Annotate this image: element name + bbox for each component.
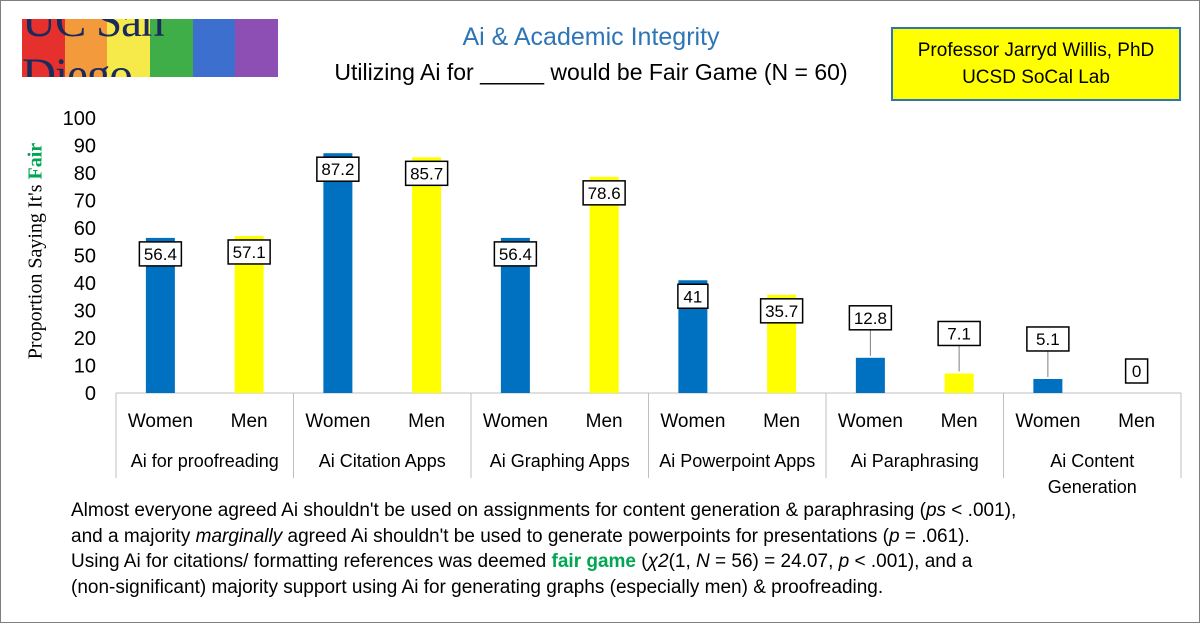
bar: [412, 157, 442, 393]
series-label: Men: [1118, 411, 1155, 432]
note-line-2-a: and a majority: [71, 525, 196, 547]
series-label: Women: [128, 411, 193, 432]
series-label: Men: [408, 411, 445, 432]
series-label: Men: [231, 411, 268, 432]
y-tick-label: 10: [74, 356, 96, 378]
note-line-2-marginally: marginally: [195, 525, 283, 547]
data-label-box: [937, 320, 981, 347]
note-line-4: (non-significant) majority support using…: [71, 575, 1191, 601]
y-tick-label: 20: [74, 328, 96, 350]
uc-san-diego-logo: UC San Diego: [22, 19, 278, 77]
note-line-1: Almost everyone agreed Ai shouldn't be u…: [71, 498, 1191, 524]
data-label-box: [1026, 326, 1070, 352]
category-label: Ai Content: [1050, 451, 1134, 471]
note-line-3-fair-game: fair game: [551, 551, 636, 572]
bar: [1033, 378, 1063, 393]
y-tick-label: 60: [74, 218, 96, 240]
note-line-2-p: p: [888, 525, 900, 547]
data-label-box: [1124, 358, 1149, 384]
data-label-box: [227, 239, 271, 265]
data-label-box: [138, 241, 183, 267]
note-line-1-a: Almost everyone agreed Ai shouldn't be u…: [71, 500, 926, 521]
data-label-box: [677, 283, 709, 309]
data-label-box: [404, 160, 449, 187]
data-label: 56.4: [499, 245, 532, 264]
note-line-2: and a majority marginally agreed Ai shou…: [71, 524, 1191, 550]
data-label: 41: [683, 287, 702, 306]
data-label: 0: [1132, 362, 1141, 381]
data-label: 57.1: [233, 243, 266, 262]
data-label-box: [582, 180, 626, 206]
author-name: Professor Jarryd Willis, PhD: [917, 40, 1155, 61]
data-label: 56.4: [144, 245, 177, 264]
note-line-3-a: Using Ai for citations/ formatting refer…: [71, 551, 552, 572]
data-label: 12.8: [854, 309, 887, 328]
note-line-3-chi: χ2: [647, 551, 669, 572]
category-label: Generation: [1048, 477, 1137, 497]
bar: [944, 373, 974, 393]
data-label-box: [493, 241, 538, 267]
data-label: 7.1: [947, 324, 971, 343]
note-line-3-n: N: [696, 551, 710, 572]
y-tick-label: 0: [85, 383, 96, 405]
series-label: Women: [1015, 411, 1080, 432]
category-label: Ai for proofreading: [131, 451, 279, 471]
bar-chart: 0 10 20 30 40 50 60 70 80 90 100 56.4 Women 87.2 Women…: [63, 108, 1182, 497]
category-label: Ai Graphing Apps: [490, 451, 630, 471]
data-label: 85.7: [410, 164, 443, 183]
category-label: Ai Citation Apps: [319, 451, 446, 471]
series-label: Women: [483, 411, 548, 432]
series-label: Women: [660, 411, 725, 432]
series-label: Men: [586, 411, 623, 432]
y-tick-label: 100: [63, 108, 96, 130]
note-line-3-b: (: [636, 551, 648, 572]
bar: [323, 153, 353, 393]
note-line-3-c: (1,: [668, 551, 697, 572]
note-line-1-b: < .001),: [946, 500, 1017, 521]
data-label-box: [848, 305, 893, 331]
series-label: Men: [763, 411, 800, 432]
y-tick-label: 90: [74, 136, 96, 158]
bar: [855, 357, 885, 393]
y-tick-label: 30: [74, 301, 96, 323]
series-label: Men: [941, 411, 978, 432]
author-lab: UCSD SoCal Lab: [962, 67, 1110, 88]
note-line-4-text: (non-significant) majority support using…: [71, 576, 884, 598]
note-line-2-c: = .061).: [899, 525, 970, 547]
note-line-3: Using Ai for citations/ formatting refer…: [71, 549, 1191, 575]
logo-text: UC San Diego: [22, 19, 165, 77]
chart-title: Ai & Academic Integrity: [462, 23, 720, 51]
note-line-3-e: < .001), and a: [849, 551, 973, 572]
y-tick-label: 80: [74, 163, 96, 185]
category-label: Ai Paraphrasing: [851, 451, 979, 471]
chart-subtitle: Utilizing Ai for _____ would be Fair Gam…: [334, 59, 848, 85]
data-label-box: [316, 156, 360, 182]
author-box: Professor Jarryd Willis, PhD UCSD SoCal …: [891, 27, 1181, 101]
note-line-3-p: p: [838, 551, 850, 572]
y-tick-label: 50: [74, 246, 96, 268]
note-line-1-ps: ps: [925, 500, 947, 521]
note-line-2-b: agreed Ai shouldn't be used to generate …: [282, 525, 889, 547]
data-label: 87.2: [321, 160, 354, 179]
note-line-3-d: = 56) = 24.07,: [709, 551, 839, 572]
y-tick-label: 40: [74, 273, 96, 295]
series-label: Women: [838, 411, 903, 432]
category-label: Ai Powerpoint Apps: [659, 451, 815, 471]
y-tick-label: 70: [74, 191, 96, 213]
data-label: 78.6: [588, 184, 621, 203]
series-label: Women: [305, 411, 370, 432]
data-label-box: [759, 298, 804, 324]
findings-note: Almost everyone agreed Ai shouldn't be u…: [71, 498, 1191, 600]
bar: [589, 176, 619, 393]
data-label: 35.7: [765, 302, 798, 321]
data-label: 5.1: [1036, 330, 1060, 349]
